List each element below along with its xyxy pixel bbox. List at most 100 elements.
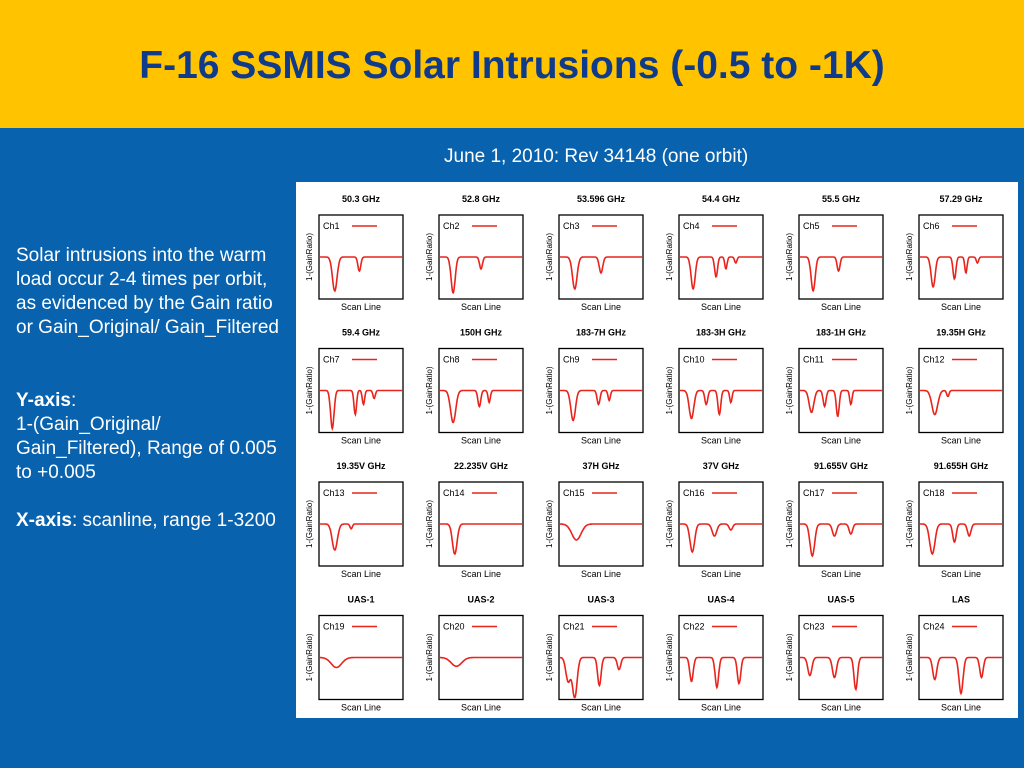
chart-panel: 91.655H GHz Ch18 1-(GainRatio) Scan Line [905, 461, 1004, 579]
chart-panel: UAS-3 Ch21 1-(GainRatio) Scan Line [545, 595, 644, 713]
y-axis-label: 1-(GainRatio) [665, 366, 674, 414]
y-axis-note-separator: : [70, 390, 77, 411]
panel-title: 57.29 GHz [939, 194, 983, 204]
legend-label: Ch17 [803, 488, 825, 498]
page-title: F-16 SSMIS Solar Intrusions (-0.5 to -1K… [139, 44, 885, 87]
series-line [440, 256, 522, 294]
panel-title: 183-1H GHz [816, 328, 867, 338]
panel-title: 50.3 GHz [342, 194, 381, 204]
y-axis-label: 1-(GainRatio) [785, 366, 794, 414]
chart-panel: LAS Ch24 1-(GainRatio) Scan Line [905, 595, 1004, 713]
x-axis-note-text: scanline, range 1-3200 [77, 510, 276, 531]
panel-title: 19.35V GHz [336, 461, 386, 471]
legend-label: Ch12 [923, 355, 945, 365]
x-axis-label: Scan Line [581, 569, 621, 579]
y-axis-label: 1-(GainRatio) [785, 500, 794, 548]
chart-panel: 91.655V GHz Ch17 1-(GainRatio) Scan Line [785, 461, 884, 579]
chart-panel: 59.4 GHz Ch7 1-(GainRatio) Scan Line [305, 328, 404, 446]
panel-title: 183-3H GHz [696, 328, 747, 338]
legend-label: Ch19 [323, 622, 345, 632]
x-axis-label: Scan Line [701, 703, 741, 713]
y-axis-label: 1-(GainRatio) [785, 633, 794, 681]
series-line [680, 656, 762, 690]
chart-subtitle: June 1, 2010: Rev 34148 (one orbit) [444, 146, 749, 167]
x-axis-label: Scan Line [701, 569, 741, 579]
legend-label: Ch7 [323, 355, 340, 365]
series-line [320, 523, 402, 552]
y-axis-label: 1-(GainRatio) [665, 233, 674, 281]
y-axis-label: 1-(GainRatio) [545, 500, 554, 548]
series-line [560, 523, 642, 541]
series-line [680, 256, 762, 290]
panel-title: 53.596 GHz [577, 194, 626, 204]
chart-panel: UAS-2 Ch20 1-(GainRatio) Scan Line [425, 595, 524, 713]
y-axis-label: 1-(GainRatio) [425, 366, 434, 414]
y-axis-label: 1-(GainRatio) [665, 633, 674, 681]
x-axis-label: Scan Line [941, 569, 981, 579]
series-line [440, 656, 522, 668]
x-axis-label: Scan Line [581, 302, 621, 312]
y-axis-label: 1-(GainRatio) [305, 633, 314, 681]
panel-title: UAS-5 [827, 595, 854, 605]
y-axis-label: 1-(GainRatio) [665, 500, 674, 548]
chart-panel: 22.235V GHz Ch14 1-(GainRatio) Scan Line [425, 461, 524, 579]
x-axis-label: Scan Line [941, 302, 981, 312]
legend-label: Ch15 [563, 488, 585, 498]
legend-label: Ch23 [803, 622, 825, 632]
y-axis-label: 1-(GainRatio) [425, 633, 434, 681]
x-axis-label: Scan Line [461, 569, 501, 579]
panel-title: 150H GHz [460, 328, 503, 338]
y-axis-label: 1-(GainRatio) [305, 233, 314, 281]
legend-label: Ch3 [563, 221, 580, 231]
series-line [800, 256, 882, 292]
y-axis-label: 1-(GainRatio) [305, 366, 314, 414]
y-axis-label: 1-(GainRatio) [545, 366, 554, 414]
legend-label: Ch10 [683, 355, 705, 365]
legend-label: Ch5 [803, 221, 820, 231]
legend-label: Ch11 [803, 355, 824, 365]
x-axis-note: X-axis: scanline, range 1-3200 [16, 509, 291, 533]
x-axis-label: Scan Line [461, 302, 501, 312]
panel-title: 52.8 GHz [462, 194, 501, 204]
panel-title: LAS [952, 595, 970, 605]
legend-label: Ch8 [443, 355, 460, 365]
series-line [560, 256, 642, 291]
series-line [559, 656, 642, 699]
y-axis-note-text: 1-(Gain_Original/ Gain_Filtered), Range … [16, 414, 277, 483]
series-line [800, 656, 882, 692]
x-axis-label: Scan Line [341, 703, 381, 713]
chart-panel: 53.596 GHz Ch3 1-(GainRatio) Scan Line [545, 194, 644, 312]
y-axis-note-label: Y-axis [16, 390, 71, 411]
y-axis-note: Y-axis: 1-(Gain_Original/ Gain_Filtered),… [16, 389, 291, 485]
series-line [680, 523, 762, 554]
legend-label: Ch21 [563, 622, 585, 632]
legend-label: Ch2 [443, 221, 460, 231]
series-line [320, 656, 402, 669]
panel-title: UAS-2 [467, 595, 494, 605]
y-axis-label: 1-(GainRatio) [425, 500, 434, 548]
panel-title: 22.235V GHz [454, 461, 509, 471]
x-axis-label: Scan Line [461, 436, 501, 446]
chart-panel: UAS-4 Ch22 1-(GainRatio) Scan Line [665, 595, 764, 713]
panel-title: 59.4 GHz [342, 328, 381, 338]
series-line [920, 523, 1002, 556]
y-axis-label: 1-(GainRatio) [905, 233, 914, 281]
title-banner [0, 0, 1024, 128]
x-axis-label: Scan Line [821, 436, 861, 446]
panel-title: UAS-1 [347, 595, 374, 605]
series-line [320, 389, 402, 432]
chart-panel: 150H GHz Ch8 1-(GainRatio) Scan Line [425, 328, 524, 446]
panel-title: 37V GHz [703, 461, 740, 471]
y-axis-label: 1-(GainRatio) [785, 233, 794, 281]
y-axis-label: 1-(GainRatio) [545, 633, 554, 681]
legend-label: Ch16 [683, 488, 705, 498]
series-line [920, 389, 1002, 416]
series-line [920, 656, 1002, 696]
x-axis-label: Scan Line [701, 436, 741, 446]
y-axis-label: 1-(GainRatio) [545, 233, 554, 281]
x-axis-label: Scan Line [341, 569, 381, 579]
x-axis-label: Scan Line [461, 703, 501, 713]
y-axis-label: 1-(GainRatio) [425, 233, 434, 281]
series-line [440, 523, 522, 556]
